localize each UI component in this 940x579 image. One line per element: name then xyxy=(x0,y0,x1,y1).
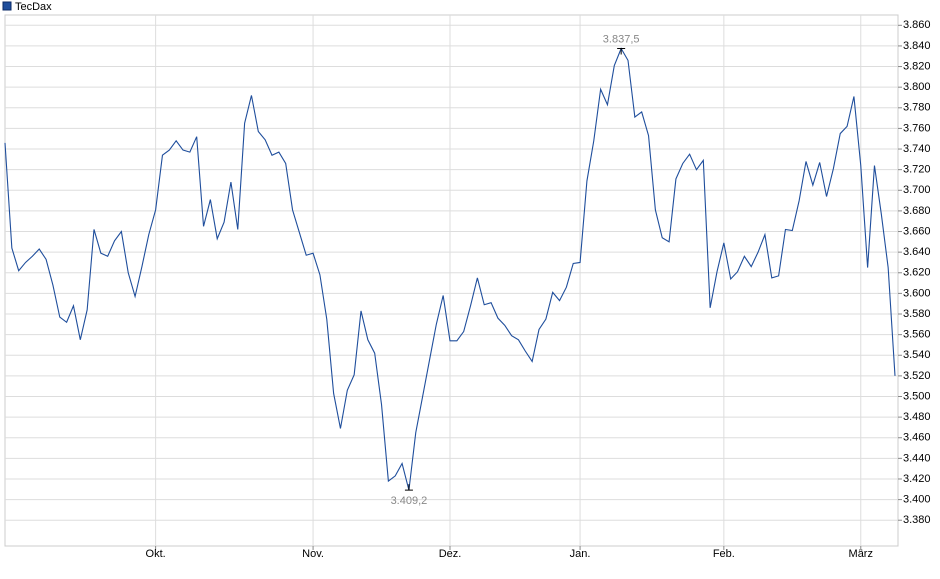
y-tick-label: 3.700 xyxy=(903,184,931,196)
y-tick-label: 3.820 xyxy=(903,60,931,72)
y-tick-label: 3.800 xyxy=(903,81,931,93)
legend-label: TecDax xyxy=(15,1,52,13)
y-tick-label: 3.420 xyxy=(903,473,931,485)
value-label: 3.837,5 xyxy=(603,33,640,45)
x-tick-label: Dez. xyxy=(439,548,462,560)
y-tick-label: 3.840 xyxy=(903,40,931,52)
x-tick-label: März xyxy=(849,548,873,560)
y-tick-label: 3.480 xyxy=(903,411,931,423)
y-tick-label: 3.720 xyxy=(903,164,931,176)
line xyxy=(4,47,896,491)
y-tick-label: 3.620 xyxy=(903,267,931,279)
x-tick-label: Nov. xyxy=(302,548,324,560)
y-tick-label: 3.460 xyxy=(903,432,931,444)
y-tick-label: 3.600 xyxy=(903,287,931,299)
value-label: 3.409,2 xyxy=(391,495,428,507)
y-tick-label: 3.640 xyxy=(903,246,931,258)
y-tick-label: 3.500 xyxy=(903,390,931,402)
x-tick-label: Jan. xyxy=(570,548,591,560)
y-tick-label: 3.380 xyxy=(903,514,931,526)
plot-frame xyxy=(4,14,899,547)
y-tick-label: 3.440 xyxy=(903,452,931,464)
y-tick-label: 3.780 xyxy=(903,102,931,114)
y-tick-label: 3.740 xyxy=(903,143,931,155)
y-tick-label: 3.860 xyxy=(903,19,931,31)
y-tick-label: 3.560 xyxy=(903,329,931,341)
x-tick-label: Feb. xyxy=(713,548,735,560)
y-tick-label: 3.400 xyxy=(903,494,931,506)
y-tick-label: 3.660 xyxy=(903,225,931,237)
y-tick-label: 3.520 xyxy=(903,370,931,382)
x-tick-label: Okt. xyxy=(146,548,166,560)
y-tick-label: 3.580 xyxy=(903,308,931,320)
y-tick-label: 3.760 xyxy=(903,122,931,134)
y-tick-label: 3.680 xyxy=(903,205,931,217)
legend-swatch xyxy=(2,1,12,11)
y-tick-label: 3.540 xyxy=(903,349,931,361)
